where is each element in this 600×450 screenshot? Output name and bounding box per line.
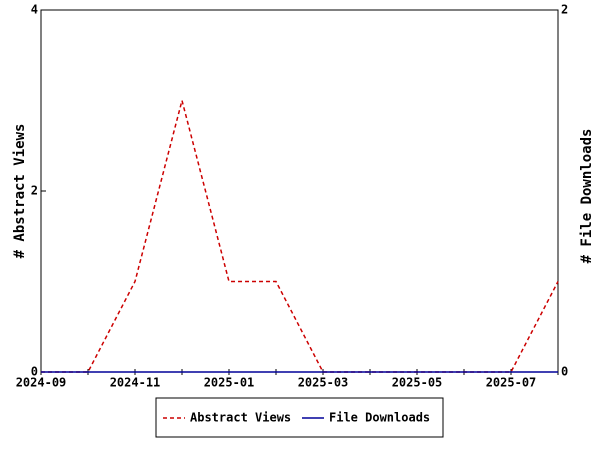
x-tick-label: 2025-05 (392, 376, 443, 390)
y-axis-title: # Abstract Views (12, 124, 28, 259)
x-tick-label: 2024-11 (110, 376, 161, 390)
y2-tick-label: 0 (561, 365, 568, 379)
series-line (41, 97, 559, 373)
y-tick-label: 4 (31, 3, 38, 17)
x-tick-label: 2025-01 (204, 376, 255, 390)
x-tick-label: 2025-07 (486, 376, 537, 390)
x-tick-label: 2025-03 (298, 376, 349, 390)
y2-tick-label: 2 (561, 3, 568, 17)
legend-label: File Downloads (329, 411, 430, 425)
legend-label: Abstract Views (190, 411, 291, 425)
plot-frame (40, 9, 559, 373)
legend (155, 397, 444, 438)
x-tick-label: 2024-09 (16, 376, 67, 390)
y-tick-label: 0 (31, 365, 38, 379)
y-tick-label: 2 (31, 184, 38, 198)
y2-axis-title: # File Downloads (579, 129, 595, 264)
